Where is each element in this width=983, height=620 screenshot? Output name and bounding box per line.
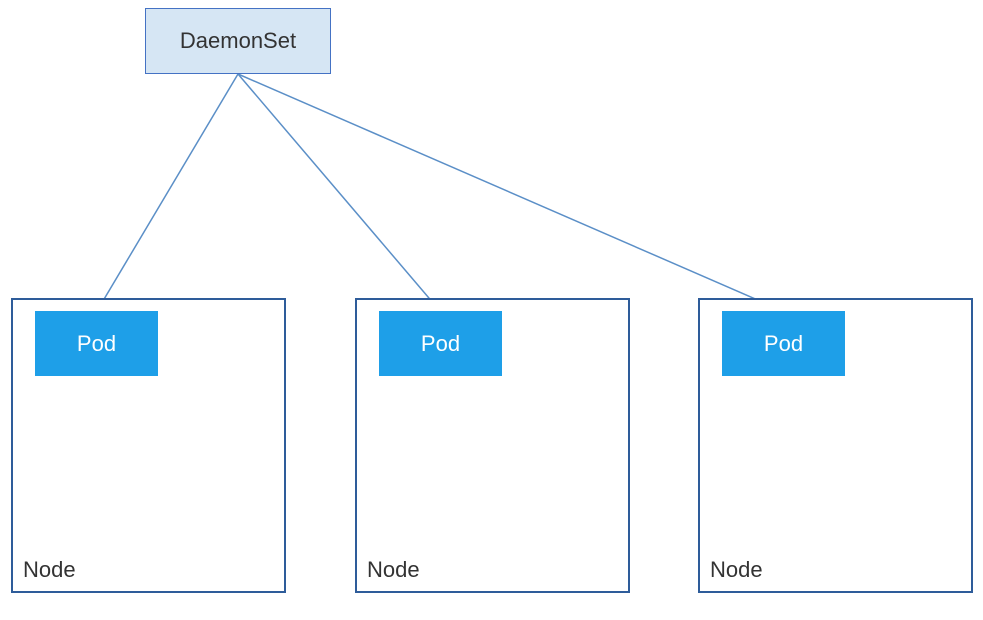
edge-2 bbox=[238, 74, 783, 311]
pod-box-2: Pod bbox=[722, 311, 845, 376]
pod-label: Pod bbox=[421, 331, 460, 357]
node-label: Node bbox=[710, 557, 763, 583]
pod-box-0: Pod bbox=[35, 311, 158, 376]
node-label: Node bbox=[23, 557, 76, 583]
daemonset-label: DaemonSet bbox=[180, 28, 296, 54]
daemonset-box: DaemonSet bbox=[145, 8, 331, 74]
edge-1 bbox=[238, 74, 440, 311]
node-label: Node bbox=[367, 557, 420, 583]
edge-0 bbox=[97, 74, 238, 311]
pod-label: Pod bbox=[764, 331, 803, 357]
pod-box-1: Pod bbox=[379, 311, 502, 376]
pod-label: Pod bbox=[77, 331, 116, 357]
diagram-canvas: DaemonSet Node Pod Node Pod Node Pod bbox=[0, 0, 983, 620]
